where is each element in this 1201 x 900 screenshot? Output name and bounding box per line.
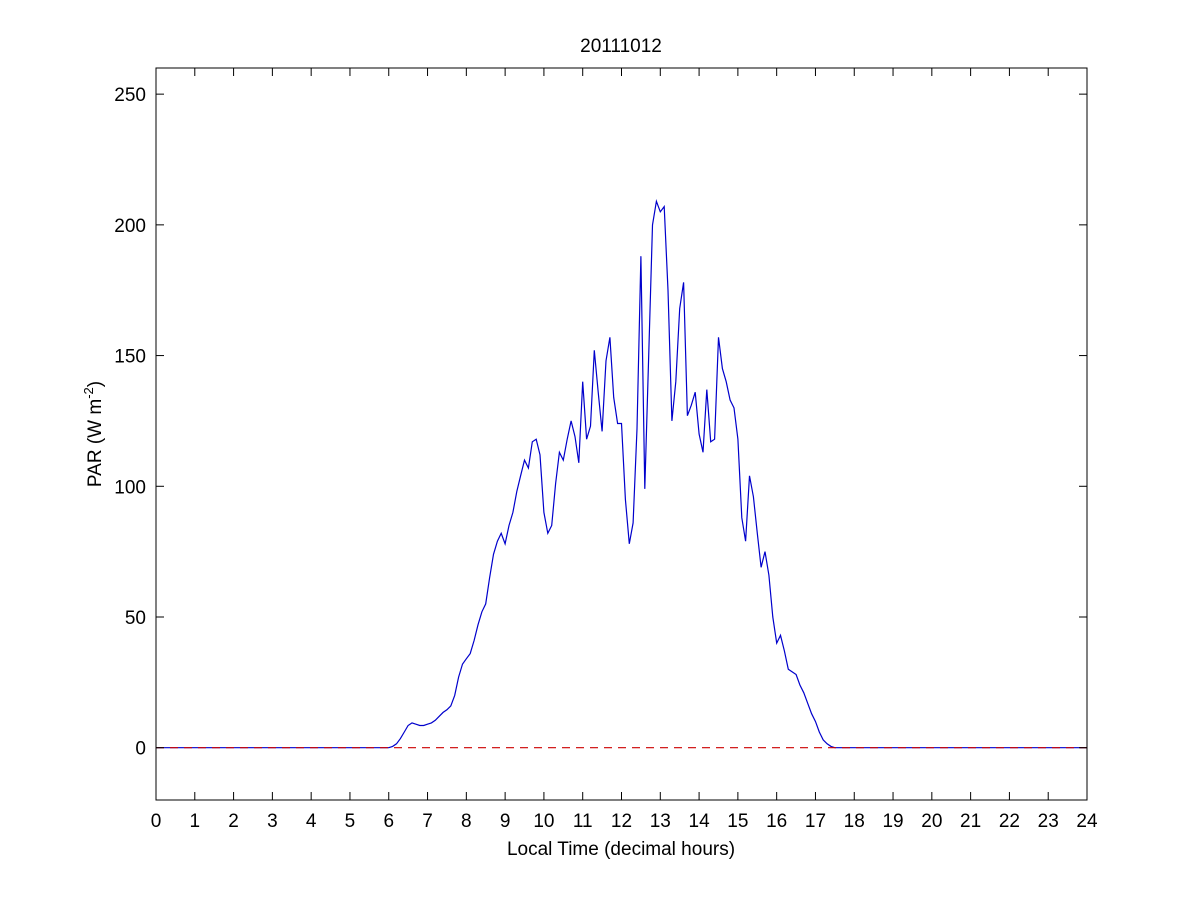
x-tick-label: 10 [533,811,554,832]
x-tick-label: 14 [689,811,711,832]
y-tick-label: 200 [114,216,146,237]
x-tick-label: 3 [267,811,278,832]
x-axis-ticks: 0 1 2 3 4 5 6 7 8 9 10 11 12 13 14 15 16 17 18 19 20 21 22 23 24 [151,68,1098,832]
y-tick-label: 100 [114,477,146,498]
y-axis-label: PAR (W m-2) [81,381,106,487]
x-tick-label: 5 [345,811,356,832]
x-tick-label: 21 [960,811,981,832]
x-tick-label: 15 [727,811,748,832]
x-tick-label: 13 [650,811,671,832]
x-tick-label: 12 [611,811,632,832]
x-tick-label: 7 [422,811,433,832]
x-tick-label: 6 [383,811,394,832]
x-tick-label: 16 [766,811,787,832]
x-axis-label: Local Time (decimal hours) [507,839,735,860]
y-axis-label-superscript: -2 [81,387,96,399]
x-tick-label: 22 [999,811,1020,832]
x-tick-label: 19 [882,811,903,832]
series-layer [156,198,1087,749]
y-tick-label: 0 [135,739,146,760]
y-tick-label: 150 [114,347,146,368]
x-tick-label: 20 [921,811,942,832]
x-tick-label: 24 [1076,811,1098,832]
x-tick-label: 2 [228,811,239,832]
x-tick-label: 0 [151,811,162,832]
x-tick-label: 9 [500,811,511,832]
x-tick-label: 18 [844,811,865,832]
x-tick-label: 4 [306,811,317,832]
x-tick-label: 8 [461,811,472,832]
y-axis-label-close: ) [85,381,106,387]
x-tick-label: 23 [1038,811,1059,832]
y-tick-label: 50 [125,608,146,629]
x-tick-label: 17 [805,811,826,832]
x-tick-label: 11 [573,811,593,832]
y-tick-label: 250 [114,85,146,106]
par-series-line [156,198,1087,749]
x-tick-label: 1 [190,811,201,832]
chart-title: 20111012 [580,36,662,57]
y-axis-label-main: PAR (W m [85,399,106,487]
y-axis-ticks: 0 50 100 150 200 250 [114,85,1087,760]
